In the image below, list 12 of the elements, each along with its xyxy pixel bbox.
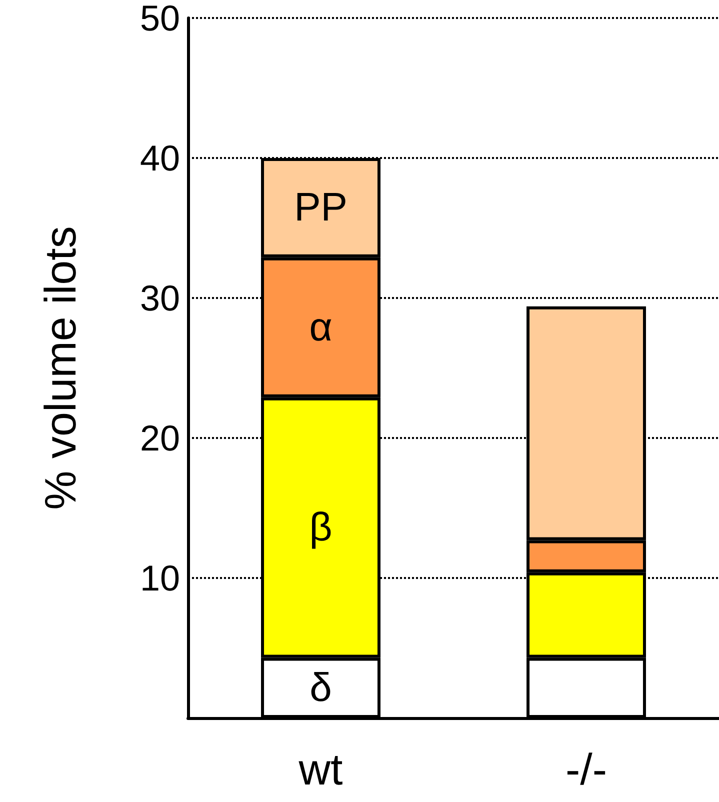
series-label: β [309, 506, 332, 550]
y-tick-label: 10 [140, 558, 180, 598]
series-label: δ [310, 666, 332, 710]
x-tick-label: -/- [565, 746, 608, 794]
y-tick-label: 20 [140, 418, 180, 458]
series-label: PP [294, 186, 348, 230]
y-tick-label: 50 [140, 0, 180, 38]
y-tick-label: 40 [140, 138, 180, 178]
series-label: α [309, 305, 332, 350]
y-axis-title: % volume ilots [36, 226, 86, 510]
x-tick-label: wt [298, 746, 343, 794]
y-tick-label: 30 [140, 278, 180, 318]
